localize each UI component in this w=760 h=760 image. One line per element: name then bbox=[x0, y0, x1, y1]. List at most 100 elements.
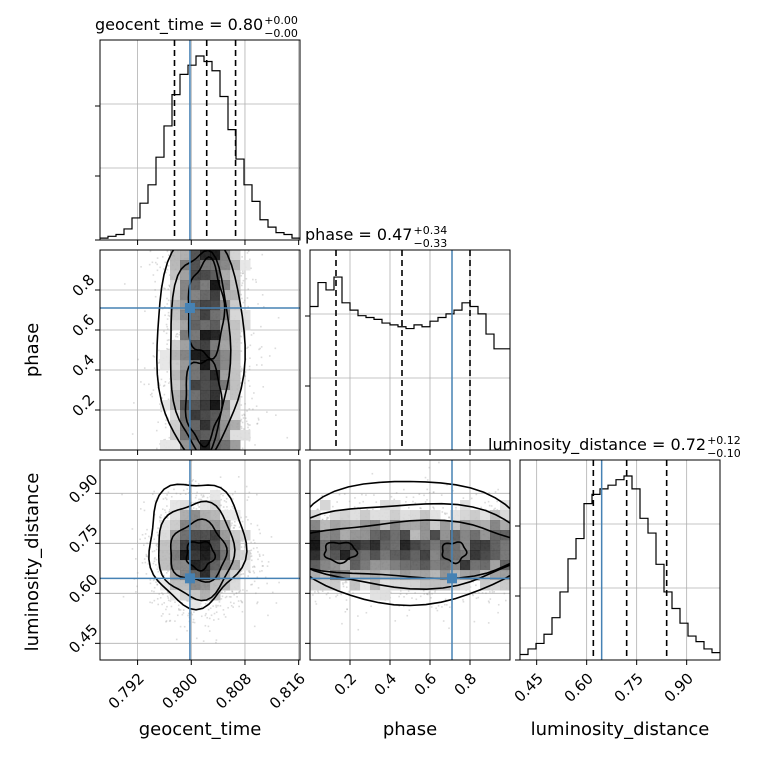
density-cell bbox=[220, 420, 231, 431]
density-cell bbox=[230, 440, 241, 450]
scatter-point bbox=[144, 561, 147, 564]
density-cell bbox=[200, 400, 211, 411]
scatter-point bbox=[253, 565, 255, 568]
panel-border bbox=[309, 249, 511, 451]
scatter-point bbox=[167, 398, 170, 401]
scatter-point bbox=[213, 612, 216, 615]
scatter-point bbox=[155, 544, 158, 546]
scatter-point bbox=[199, 602, 202, 605]
scatter-point bbox=[256, 493, 258, 496]
scatter-point bbox=[236, 596, 238, 598]
scatter-point bbox=[164, 509, 166, 511]
scatter-point bbox=[215, 641, 217, 644]
scatter-point bbox=[201, 496, 204, 498]
scatter-point bbox=[335, 595, 337, 598]
scatter-point bbox=[220, 486, 223, 488]
density-cell bbox=[230, 410, 241, 421]
density-cell bbox=[170, 290, 181, 301]
scatter-point bbox=[164, 497, 167, 499]
scatter-point bbox=[250, 334, 253, 336]
density-cell bbox=[190, 590, 201, 601]
scatter-point bbox=[165, 498, 168, 501]
scatter-point bbox=[228, 595, 231, 598]
scatter-point bbox=[131, 433, 134, 435]
density-cell bbox=[190, 350, 201, 361]
density-cell bbox=[200, 340, 211, 351]
density-cell bbox=[190, 280, 201, 291]
scatter-point bbox=[162, 268, 165, 270]
scatter-point bbox=[151, 601, 153, 604]
scatter-point bbox=[491, 591, 494, 593]
scatter-point bbox=[159, 403, 161, 405]
scatter-point bbox=[162, 593, 164, 596]
scatter-point bbox=[238, 526, 241, 529]
title-minus: −0.00 bbox=[264, 27, 298, 40]
density-cell bbox=[170, 500, 181, 511]
scatter-point bbox=[215, 606, 218, 608]
scatter-point bbox=[248, 368, 251, 371]
density-cell bbox=[220, 520, 231, 531]
scatter-point bbox=[187, 614, 189, 617]
scatter-point bbox=[253, 580, 256, 583]
density-cell bbox=[230, 530, 241, 541]
scatter-point bbox=[167, 599, 170, 602]
scatter-point bbox=[158, 359, 161, 361]
scatter-point bbox=[192, 507, 195, 509]
scatter-point bbox=[267, 614, 269, 617]
scatter-point bbox=[160, 410, 163, 413]
hist-step-geocent_time bbox=[100, 55, 300, 239]
scatter-point bbox=[267, 561, 270, 563]
density-cell bbox=[180, 590, 191, 601]
scatter-point bbox=[241, 421, 244, 424]
density-cell bbox=[170, 310, 181, 321]
scatter-point bbox=[253, 571, 256, 574]
scatter-point bbox=[261, 253, 264, 256]
density-cell bbox=[180, 500, 191, 511]
scatter-point bbox=[219, 605, 222, 607]
density-cell bbox=[180, 420, 191, 431]
scatter-point bbox=[263, 306, 265, 308]
scatter-point bbox=[219, 476, 222, 478]
scatter-point bbox=[168, 620, 171, 622]
scatter-point bbox=[164, 306, 166, 308]
density-cell bbox=[220, 320, 231, 331]
scatter-point bbox=[233, 527, 235, 529]
scatter-point bbox=[255, 281, 258, 283]
density-cell bbox=[200, 510, 211, 521]
hist-step-phase bbox=[310, 276, 510, 350]
scatter-point bbox=[262, 565, 264, 567]
scatter-point bbox=[256, 524, 259, 527]
density-cell bbox=[220, 330, 231, 341]
density-cell bbox=[190, 260, 201, 271]
scatter-point bbox=[158, 593, 161, 595]
scatter-point bbox=[143, 501, 145, 503]
scatter-point bbox=[262, 554, 265, 556]
scatter-point bbox=[156, 531, 159, 534]
scatter-point bbox=[248, 491, 251, 494]
scatter-point bbox=[220, 504, 222, 507]
scatter-point bbox=[241, 284, 243, 287]
scatter-point bbox=[167, 597, 170, 599]
density-cell bbox=[220, 440, 231, 450]
scatter-point bbox=[199, 506, 201, 508]
scatter-point bbox=[153, 367, 156, 369]
density-cell bbox=[220, 310, 231, 321]
scatter-point bbox=[131, 528, 134, 530]
density-cell bbox=[180, 560, 191, 571]
scatter-point bbox=[170, 495, 173, 498]
scatter-point bbox=[240, 546, 243, 548]
scatter-point bbox=[174, 601, 176, 603]
density-cell bbox=[230, 580, 241, 591]
scatter-point bbox=[248, 258, 251, 261]
scatter-point bbox=[232, 498, 234, 500]
scatter-point bbox=[241, 610, 244, 613]
density-cell bbox=[230, 280, 241, 291]
scatter-point bbox=[166, 250, 169, 253]
scatter-point bbox=[220, 598, 223, 600]
density-cell bbox=[220, 550, 231, 561]
density-cell bbox=[200, 590, 211, 601]
scatter-point bbox=[161, 256, 164, 258]
panel-title-phase: phase = 0.47 bbox=[305, 225, 412, 244]
gridlines bbox=[100, 40, 300, 240]
scatter-point bbox=[242, 270, 244, 273]
